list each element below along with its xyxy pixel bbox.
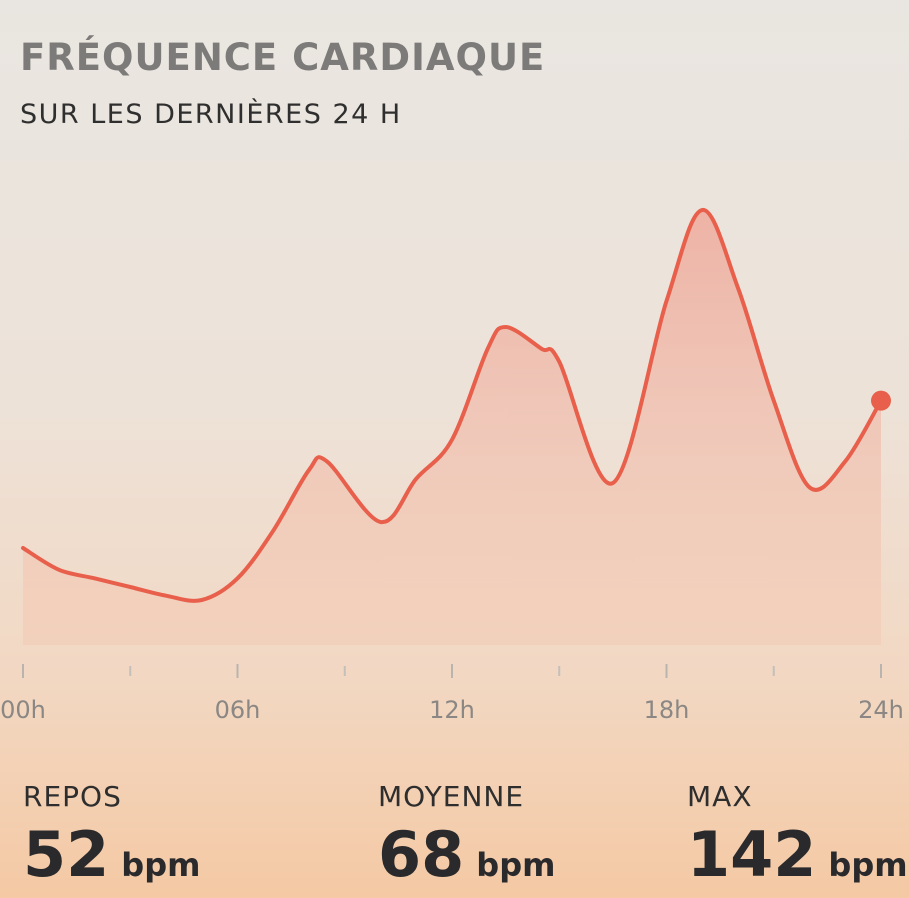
- stat-label: MOYENNE: [378, 780, 524, 813]
- stat-unit: bpm: [476, 846, 555, 884]
- stat-unit: bpm: [121, 846, 200, 884]
- subtitle: SUR LES DERNIÈRES 24 H: [20, 98, 402, 130]
- title: FRÉQUENCE CARDIAQUE: [20, 35, 545, 79]
- x-tick-label: 24h: [858, 696, 904, 724]
- plot: 00h 06h 12h 18h 24h: [0, 208, 904, 724]
- end-point: [871, 390, 891, 411]
- stat-value: 142: [687, 818, 816, 891]
- line: [21, 208, 883, 603]
- x-tick-label: 18h: [644, 696, 690, 724]
- area: [23, 209, 881, 645]
- x-tick-label: 00h: [0, 696, 46, 724]
- x-tick-label: 06h: [215, 696, 261, 724]
- stat-value: 52: [23, 818, 109, 891]
- x-tick-label: 12h: [429, 696, 475, 724]
- stats: REPOS 52 bpm MOYENNE 68 bpm MAX 142 bpm: [23, 780, 908, 891]
- stat-label: REPOS: [23, 780, 122, 813]
- stat-label: MAX: [687, 780, 753, 813]
- stat-value: 68: [378, 818, 464, 891]
- stat-unit: bpm: [828, 846, 907, 884]
